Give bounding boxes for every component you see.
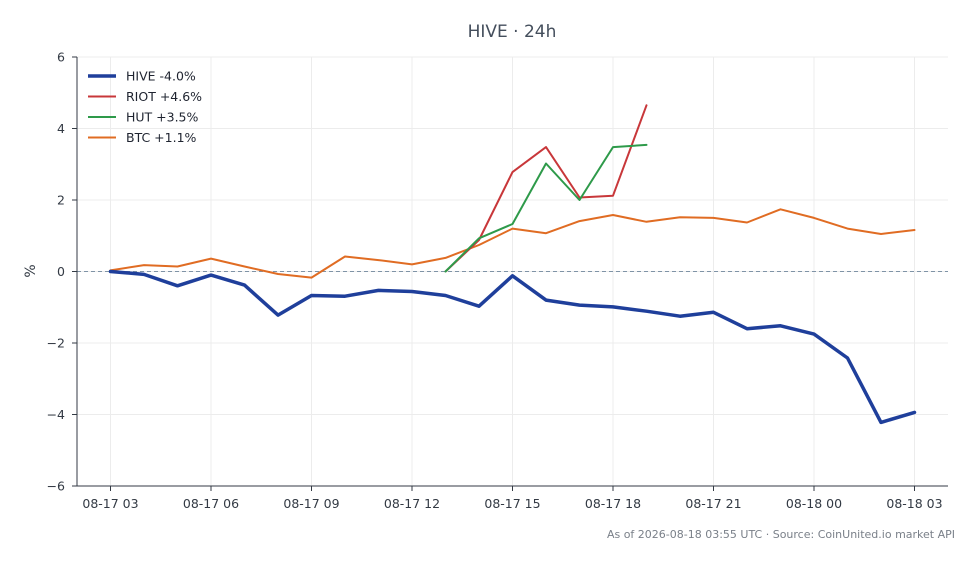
y-axis-label: % (23, 264, 39, 277)
y-tick-label: −2 (47, 336, 65, 351)
x-tick-label: 08-17 12 (384, 496, 440, 511)
footer-source: As of 2026-08-18 03:55 UTC · Source: Coi… (607, 528, 955, 541)
y-tick-label: −6 (47, 479, 65, 494)
legend-label: BTC +1.1% (126, 130, 197, 145)
y-tick-label: 4 (57, 121, 65, 136)
y-tick-label: 6 (57, 50, 65, 65)
y-tick-label: 0 (57, 264, 65, 279)
x-tick-label: 08-17 15 (484, 496, 540, 511)
series-line-hive (108, 269, 917, 425)
y-tick-label: 2 (57, 193, 65, 208)
legend-label: HIVE -4.0% (126, 69, 196, 84)
series-layer (108, 104, 917, 425)
x-tick-label: 08-17 09 (283, 496, 339, 511)
x-tick-label: 08-17 06 (183, 496, 239, 511)
x-tick-label: 08-18 03 (886, 496, 942, 511)
legend: HIVE -4.0% RIOT +4.6% HUT +3.5% BTC +1.1% (88, 69, 202, 145)
series-line-hut (444, 143, 648, 273)
x-tick-label: 08-17 21 (685, 496, 741, 511)
legend-label: RIOT +4.6% (126, 89, 202, 104)
x-tick-label: 08-17 18 (585, 496, 641, 511)
series-line-btc (109, 208, 916, 279)
legend-label: HUT +3.5% (126, 110, 199, 125)
y-tick-label: −4 (47, 407, 65, 422)
x-tick-label: 08-17 03 (82, 496, 138, 511)
series-line-riot (444, 104, 648, 273)
axis-layer: 6 4 2 0 −2 −4 −6 08-17 03 08-17 06 08-17 09 08-17 … (47, 50, 948, 511)
x-tick-label: 08-18 00 (786, 496, 842, 511)
chart-title: HIVE · 24h (468, 22, 557, 42)
